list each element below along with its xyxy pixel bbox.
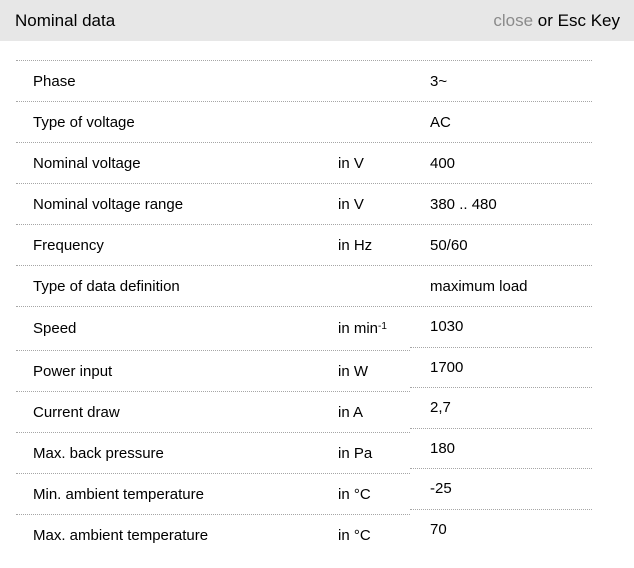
table-row: 1030 <box>410 307 592 348</box>
nominal-data-table: Phase 3~ Type of voltage AC Nominal volt… <box>16 60 592 556</box>
table-row: Phase 3~ <box>16 61 592 102</box>
row-unit: in min-1 <box>338 320 410 337</box>
esc-key-hint: or Esc Key <box>533 10 620 30</box>
unit-superscript: -1 <box>378 321 387 332</box>
row-label: Max. back pressure <box>33 444 164 462</box>
table-row: Nominal voltage range in V 380 .. 480 <box>16 184 592 225</box>
table-row: Frequency in Hz 50/60 <box>16 225 592 266</box>
row-value: 70 <box>430 521 447 539</box>
row-value: 3~ <box>430 72 448 90</box>
close-area: close or Esc Key <box>493 11 620 31</box>
row-value: -25 <box>430 480 452 498</box>
table-row: 70 <box>410 510 592 551</box>
row-value: 380 .. 480 <box>430 195 497 213</box>
nominal-data-table-lower: Speed in min-1 Power input in W Current … <box>16 307 592 556</box>
row-unit: in V <box>338 154 364 172</box>
row-label: Min. ambient temperature <box>33 485 204 503</box>
row-unit: in W <box>338 362 368 380</box>
close-button[interactable]: close <box>493 10 534 30</box>
row-unit: in °C <box>338 527 371 544</box>
table-row: Max. ambient temperature in °C <box>16 515 410 556</box>
table-row: 1700 <box>410 348 592 388</box>
row-label: Nominal voltage range <box>33 195 184 213</box>
nominal-data-dialog: Nominal data close or Esc Key Phase 3~ T… <box>0 0 634 556</box>
lower-values-column: 1030 1700 2,7 180 -25 70 <box>410 307 592 550</box>
table-row: Nominal voltage in V 400 <box>16 143 592 184</box>
table-row: 2,7 <box>410 388 592 429</box>
table-row: 180 <box>410 429 592 469</box>
table-row: Speed in min-1 <box>16 307 410 351</box>
row-value: maximum load <box>430 277 528 295</box>
row-unit: in A <box>338 403 364 421</box>
row-value: 2,7 <box>430 399 451 417</box>
table-row: Type of voltage AC <box>16 102 592 143</box>
dialog-header: Nominal data close or Esc Key <box>0 0 634 41</box>
row-label: Frequency <box>33 236 104 254</box>
row-value: 180 <box>430 439 456 457</box>
table-row: Type of data definition maximum load <box>16 266 592 307</box>
dialog-title: Nominal data <box>15 10 116 30</box>
row-value: 50/60 <box>430 236 468 254</box>
row-label: Nominal voltage <box>33 154 141 172</box>
row-label: Type of voltage <box>33 113 135 131</box>
row-label: Speed <box>33 320 77 337</box>
row-unit: in Hz <box>338 236 373 254</box>
row-unit: in Pa <box>338 444 373 462</box>
row-label: Current draw <box>33 403 120 421</box>
table-row: Power input in W <box>16 351 410 392</box>
row-label: Power input <box>33 362 113 380</box>
row-unit: in °C <box>338 485 371 503</box>
row-unit: in V <box>338 195 364 213</box>
row-label: Max. ambient temperature <box>33 527 209 544</box>
nominal-data-table-upper: Phase 3~ Type of voltage AC Nominal volt… <box>16 60 592 307</box>
table-row: Max. back pressure in Pa <box>16 433 410 474</box>
table-row: Current draw in A <box>16 392 410 433</box>
unit-text: in min <box>338 320 379 337</box>
row-value: 400 <box>430 154 456 172</box>
row-value: 1030 <box>430 318 464 336</box>
table-row: -25 <box>410 469 592 510</box>
table-row: Min. ambient temperature in °C <box>16 474 410 515</box>
row-value: AC <box>430 113 451 131</box>
lower-labels-column: Speed in min-1 Power input in W Current … <box>16 307 410 556</box>
row-label: Phase <box>33 72 76 90</box>
row-label: Type of data definition <box>33 277 180 295</box>
row-value: 1700 <box>430 358 464 376</box>
